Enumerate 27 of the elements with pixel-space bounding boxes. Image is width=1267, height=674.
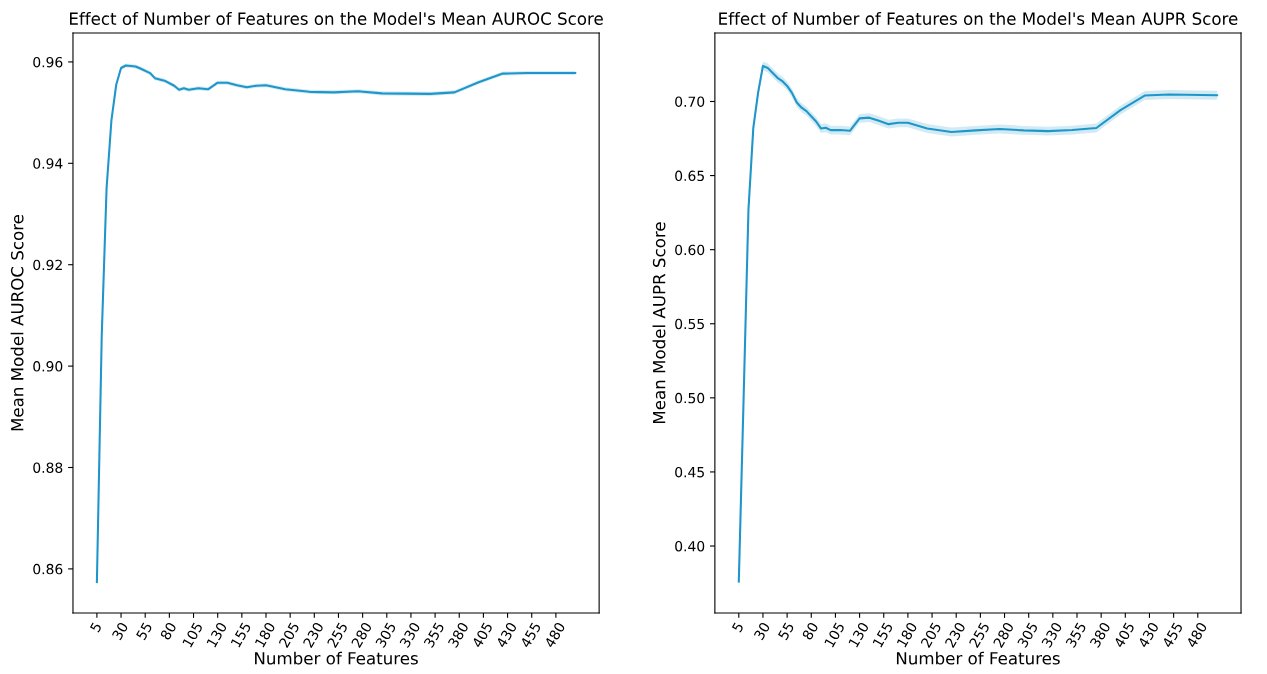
x-axis-title: Number of Features [255, 651, 418, 665]
y-axis-title: Mean Model AUROC Score [10, 214, 24, 431]
y-tick-label: 0.60 [675, 244, 705, 256]
y-tick-label: 0.55 [675, 318, 704, 330]
x-tick-label: 5 [89, 621, 102, 633]
x-tick-label: 55 [777, 621, 795, 641]
chart-title: Effect of Number of Features on the Model's Mean AUPR Score [719, 12, 1238, 25]
y-tick-label: 0.88 [33, 462, 63, 473]
x-tick-label: 30 [753, 621, 771, 641]
y-axis-title: Mean Model AUPR Score [652, 222, 666, 423]
y-tick-label: 0.40 [675, 540, 705, 552]
y-tick-label: 0.92 [33, 259, 62, 271]
y-tick-label: 0.65 [675, 170, 704, 182]
y-tick-label: 0.50 [675, 392, 705, 404]
y-tick-label: 0.90 [33, 361, 63, 372]
x-tick-label: 30 [111, 621, 129, 641]
y-tick-label: 0.86 [33, 563, 63, 575]
y-tick-label: 0.94 [33, 158, 63, 169]
chart-title: Effect of Number of Features on the Model's Mean AUROC Score [70, 12, 603, 25]
x-tick-label: 5 [731, 621, 744, 633]
x-axis-title: Number of Features [896, 651, 1060, 665]
x-tick-label: 80 [159, 621, 177, 641]
y-tick-label: 0.45 [675, 466, 704, 478]
y-tick-label: 0.96 [33, 56, 63, 68]
x-tick-label: 80 [801, 621, 819, 641]
x-tick-label: 55 [135, 621, 153, 641]
y-tick-label: 0.70 [675, 96, 705, 107]
